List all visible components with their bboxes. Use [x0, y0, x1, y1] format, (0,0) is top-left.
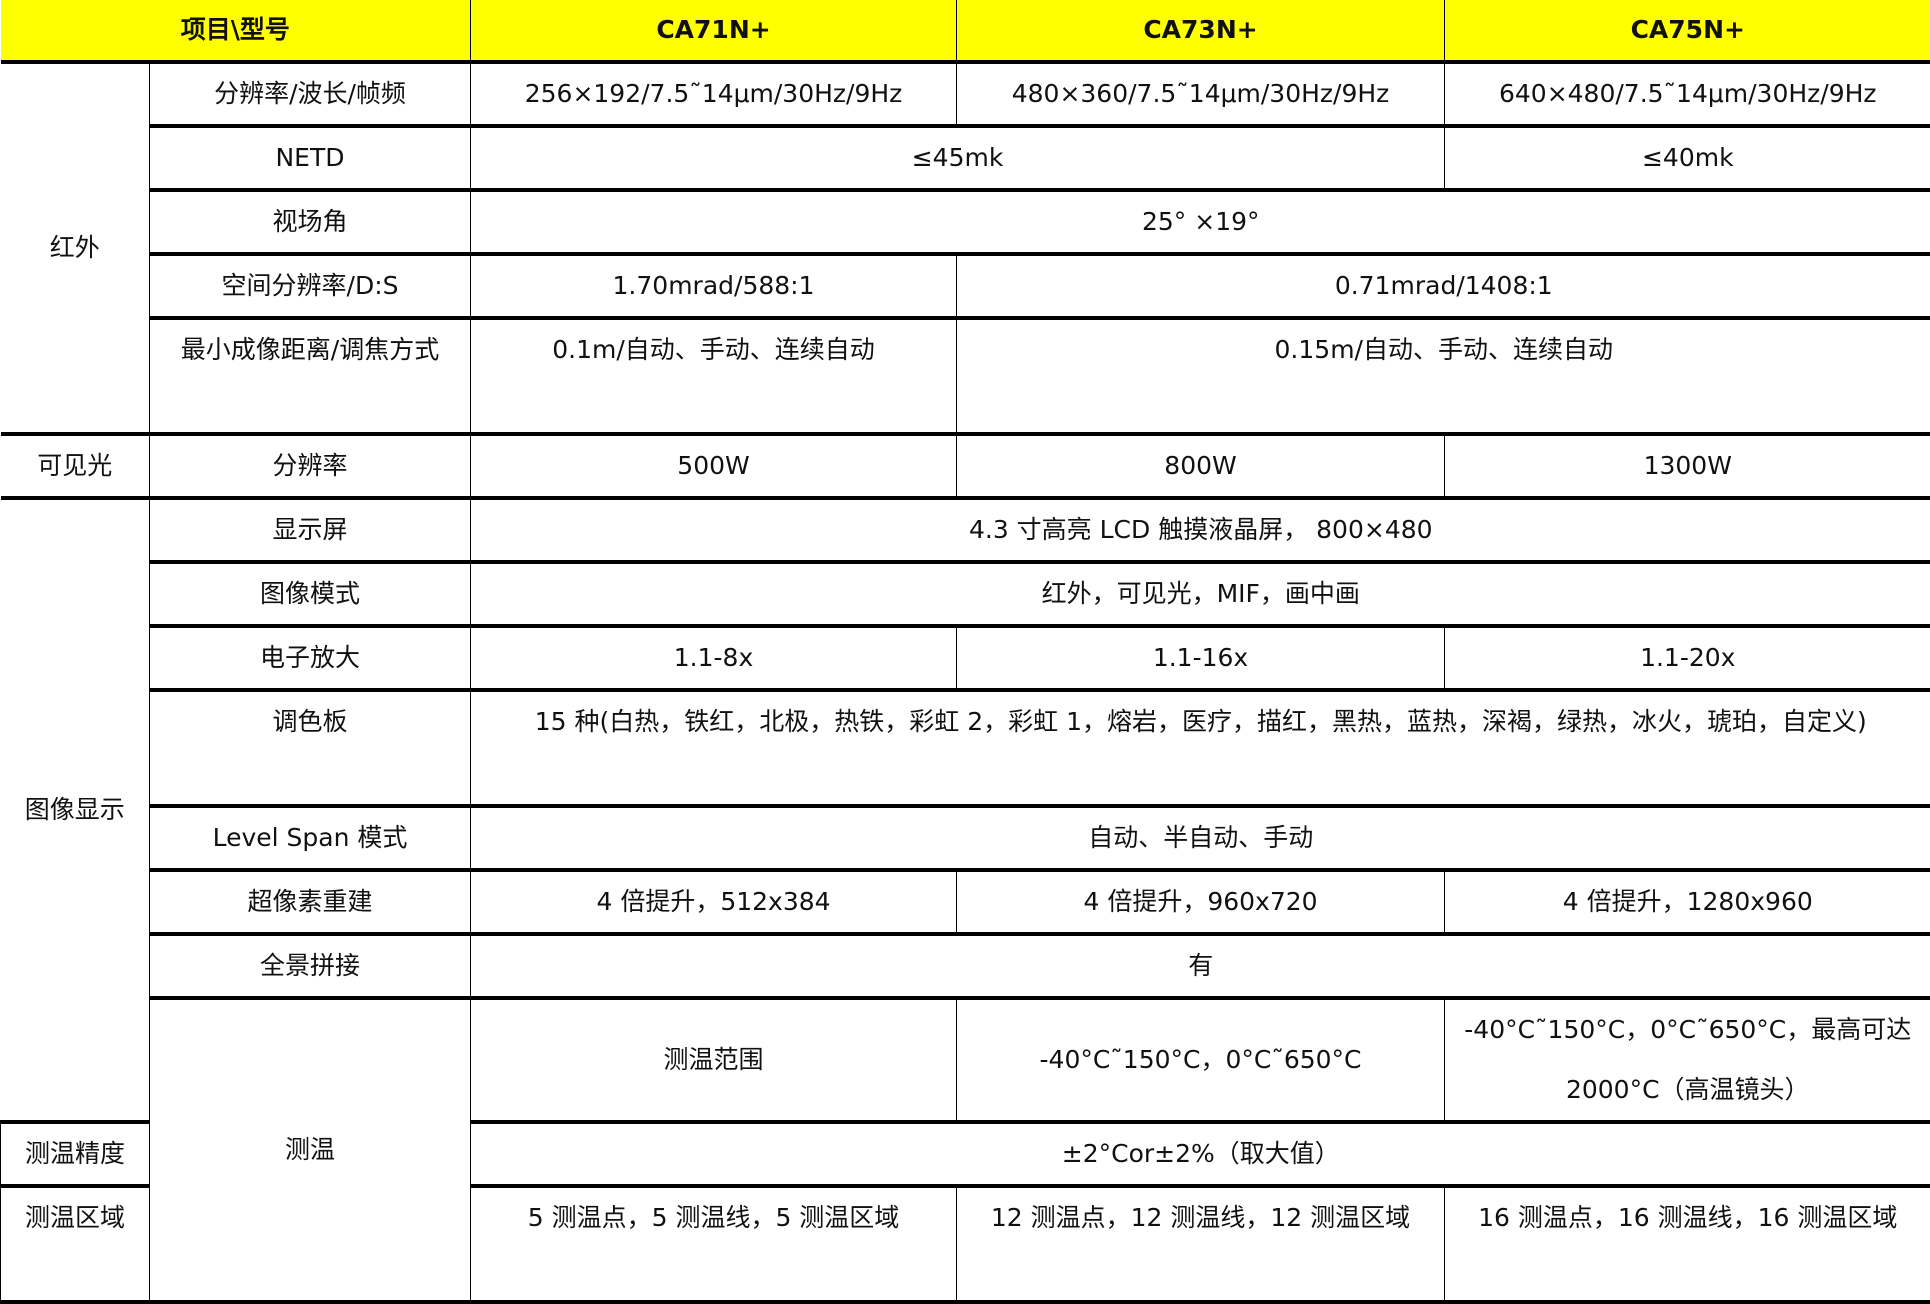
cell: 256×192/7.5˜14μm/30Hz/9Hz — [471, 62, 957, 126]
header-model: CA73N+ — [957, 0, 1445, 62]
header-model: CA71N+ — [471, 0, 957, 62]
table-row: 测温 测温范围 -40°C˜150°C，0°C˜650°C -40°C˜150°… — [1, 998, 1930, 1122]
group-label: 测温 — [150, 998, 471, 1302]
cell: -40°C˜150°C，0°C˜650°C，最高可达 2000°C（高温镜头） — [1445, 998, 1930, 1122]
cell: 640×480/7.5˜14μm/30Hz/9Hz — [1445, 62, 1930, 126]
group-label: 图像显示 — [1, 498, 150, 1122]
header-model: CA75N+ — [1445, 0, 1930, 62]
group-label: 可见光 — [1, 434, 150, 498]
table-row: 图像显示 显示屏 4.3 寸高亮 LCD 触摸液晶屏， 800×480 — [1, 498, 1930, 562]
table-row: 空间分辨率/D:S 1.70mrad/588:1 0.71mrad/1408:1 — [1, 254, 1930, 318]
cell: 4.3 寸高亮 LCD 触摸液晶屏， 800×480 — [471, 498, 1930, 562]
row-label: 全景拼接 — [150, 934, 471, 998]
table-row: 电子放大 1.1-8x 1.1-16x 1.1-20x — [1, 626, 1930, 690]
row-label: 电子放大 — [150, 626, 471, 690]
cell: 0.1m/自动、手动、连续自动 — [471, 318, 957, 434]
cell: 500W — [471, 434, 957, 498]
cell: 800W — [957, 434, 1445, 498]
row-label: 调色板 — [150, 690, 471, 806]
header-row: 项目\型号 CA71N+ CA73N+ CA75N+ — [1, 0, 1930, 62]
row-label: Level Span 模式 — [150, 806, 471, 870]
cell: 16 测温点，16 测温线，16 测温区域 — [1445, 1186, 1930, 1302]
cell: 1.1-8x — [471, 626, 957, 690]
table-row: 视场角 25° ×19° — [1, 190, 1930, 254]
cell: 自动、半自动、手动 — [471, 806, 1930, 870]
table-row: 调色板 15 种(白热，铁红，北极，热铁，彩虹 2，彩虹 1，熔岩，医疗，描红，… — [1, 690, 1930, 806]
table-row: Level Span 模式 自动、半自动、手动 — [1, 806, 1930, 870]
row-label: 分辨率 — [150, 434, 471, 498]
cell: 4 倍提升，960x720 — [957, 870, 1445, 934]
row-label: 显示屏 — [150, 498, 471, 562]
table-row: 图像模式 红外，可见光，MIF，画中画 — [1, 562, 1930, 626]
row-label: 超像素重建 — [150, 870, 471, 934]
row-label: 图像模式 — [150, 562, 471, 626]
cell: 1.1-20x — [1445, 626, 1930, 690]
cell: ≤45mk — [471, 126, 1445, 190]
cell: 1.1-16x — [957, 626, 1445, 690]
row-label: 视场角 — [150, 190, 471, 254]
row-label: 测温范围 — [471, 998, 957, 1122]
cell: 5 测温点，5 测温线，5 测温区域 — [471, 1186, 957, 1302]
cell: 15 种(白热，铁红，北极，热铁，彩虹 2，彩虹 1，熔岩，医疗，描红，黑热，蓝… — [471, 690, 1930, 806]
row-label: NETD — [150, 126, 471, 190]
row-label: 最小成像距离/调焦方式 — [150, 318, 471, 434]
table-row: 全景拼接 有 — [1, 934, 1930, 998]
cell: 4 倍提升，1280x960 — [1445, 870, 1930, 934]
cell: 4 倍提升，512x384 — [471, 870, 957, 934]
cell: 1300W — [1445, 434, 1930, 498]
row-label: 分辨率/波长/帧频 — [150, 62, 471, 126]
row-label: 测温区域 — [1, 1186, 150, 1302]
header-item: 项目\型号 — [1, 0, 471, 62]
cell: 480×360/7.5˜14μm/30Hz/9Hz — [957, 62, 1445, 126]
group-label: 红外 — [1, 62, 150, 434]
cell: ±2°Cor±2%（取大值） — [471, 1122, 1930, 1186]
cell: 25° ×19° — [471, 190, 1930, 254]
cell: 0.15m/自动、手动、连续自动 — [957, 318, 1930, 434]
cell: -40°C˜150°C，0°C˜650°C — [957, 998, 1445, 1122]
cell: 12 测温点，12 测温线，12 测温区域 — [957, 1186, 1445, 1302]
row-label: 空间分辨率/D:S — [150, 254, 471, 318]
cell: 红外，可见光，MIF，画中画 — [471, 562, 1930, 626]
table-row: 红外 分辨率/波长/帧频 256×192/7.5˜14μm/30Hz/9Hz 4… — [1, 62, 1930, 126]
row-label: 测温精度 — [1, 1122, 150, 1186]
table-row: 最小成像距离/调焦方式 0.1m/自动、手动、连续自动 0.15m/自动、手动、… — [1, 318, 1930, 434]
table-row: NETD ≤45mk ≤40mk — [1, 126, 1930, 190]
cell: ≤40mk — [1445, 126, 1930, 190]
table-row: 可见光 分辨率 500W 800W 1300W — [1, 434, 1930, 498]
cell: 1.70mrad/588:1 — [471, 254, 957, 318]
table-row: 超像素重建 4 倍提升，512x384 4 倍提升，960x720 4 倍提升，… — [1, 870, 1930, 934]
cell: 有 — [471, 934, 1930, 998]
cell: 0.71mrad/1408:1 — [957, 254, 1930, 318]
